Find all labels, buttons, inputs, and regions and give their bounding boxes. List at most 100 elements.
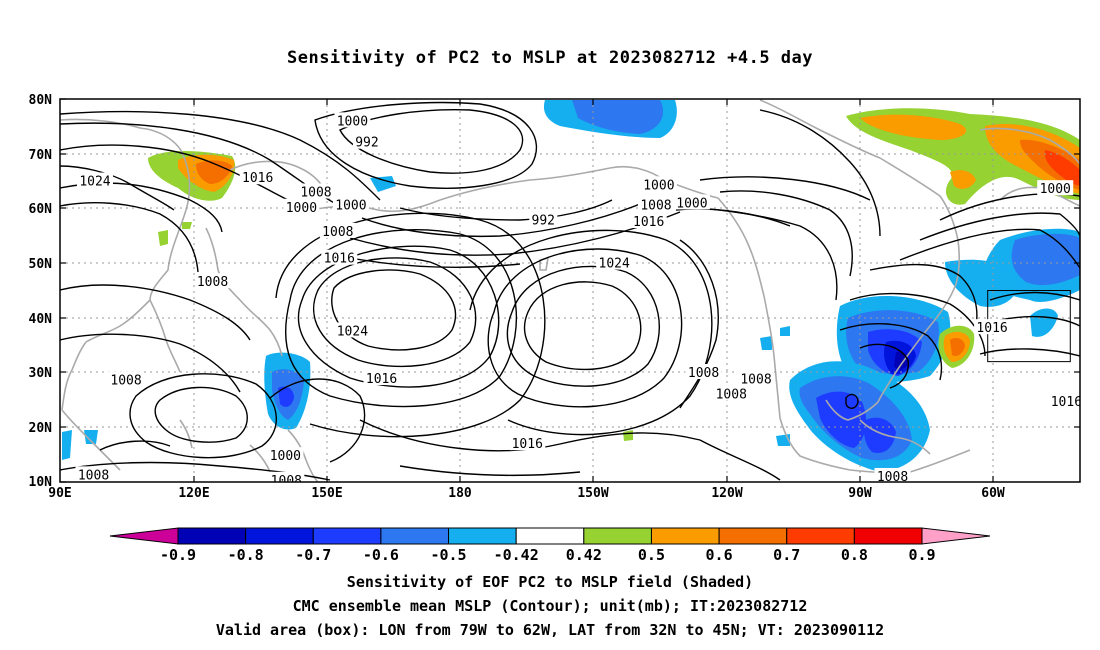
colorbar-label: -0.8 [228, 546, 264, 564]
colorbar-label: 0.5 [638, 546, 665, 564]
contour-label: 992 [352, 133, 381, 151]
colorbar-box [380, 527, 450, 545]
contour-label-bg [1048, 393, 1080, 409]
colorbar-label: -0.5 [430, 546, 466, 564]
contour-label: 1008 [268, 471, 305, 489]
contour-label-text: 1008 [322, 225, 353, 240]
colorbar-label: 0.9 [908, 546, 935, 564]
colorbar-label: -0.42 [494, 546, 539, 564]
lat-label: 60N [29, 202, 53, 217]
lon-label: 150E [311, 486, 342, 501]
contour-label: 1016 [974, 319, 1011, 336]
colorbar-max-arrow [921, 527, 991, 545]
lon-label: 120E [178, 486, 209, 501]
colorbar-labels: -0.9 -0.8 -0.7 -0.6 -0.5 -0.42 0.42 0.5 0.6 0.7 0.… [160, 546, 936, 564]
contour-label-text: 1008 [716, 387, 747, 402]
contour-label-text: 1016 [633, 215, 664, 230]
negative-sensitivity-area [780, 326, 790, 336]
map-gridlines [60, 99, 1080, 482]
lon-label: 150W [577, 486, 608, 501]
lon-label: 90E [48, 486, 71, 501]
contour-label-bg [194, 273, 231, 289]
contour-label-text: 1016 [324, 252, 355, 267]
contour-label-text: 1008 [78, 468, 109, 483]
lat-label: 80N [29, 93, 53, 108]
map-title: Sensitivity of PC2 to MSLP at 2023082712… [286, 48, 813, 68]
contour-label: 1008 [297, 183, 334, 200]
contour-label-bg [640, 176, 677, 192]
contour-label: 1008 [874, 467, 911, 482]
contour-label-bg [267, 447, 304, 463]
contour-label-bg [673, 194, 710, 210]
positive-sensitivity-area [950, 170, 976, 189]
colorbar-box [448, 527, 517, 545]
contour-label-text: 992 [532, 213, 555, 228]
contour-label: 1000 [640, 176, 677, 193]
contour-label: 1008 [108, 371, 145, 389]
contour-label: 1016 [1048, 393, 1080, 410]
footer-line-3: Valid area (box): LON from 79W to 62W, L… [215, 621, 885, 639]
contour-label: 1016 [321, 249, 358, 267]
lon-label: 120W [711, 486, 742, 501]
contour-label-text: 1024 [337, 324, 368, 339]
negative-sensitivity-area [62, 430, 72, 460]
colorbar-label: 0.7 [773, 546, 800, 564]
negative-sensitivity-area [816, 391, 867, 448]
lat-label: 10N [29, 475, 53, 490]
contour-label: 1000 [332, 196, 369, 214]
contour-label-bg [239, 169, 276, 185]
contour-label: 1024 [76, 172, 113, 190]
colorbar-box [515, 527, 585, 545]
contour-label: 1008 [738, 370, 775, 388]
colorbar-box [312, 527, 382, 545]
negative-sensitivity-area [760, 336, 772, 350]
lat-label: 70N [29, 148, 53, 163]
lon-label: 90W [848, 486, 872, 501]
contour-label-text: 1008 [271, 474, 302, 489]
contour-label-bg [685, 364, 722, 380]
contour-label: 1008 [713, 385, 750, 402]
contour-label-bg [509, 435, 546, 451]
contour-label-bg [974, 319, 1011, 335]
map-ticks [60, 98, 1080, 483]
contour-label-text: 1024 [79, 175, 110, 190]
colorbar-min-arrow [109, 527, 179, 545]
contour-label: 1016 [363, 370, 400, 387]
colorbar-label: -0.7 [295, 546, 331, 564]
colorbar-box [245, 527, 314, 545]
lat-label: 40N [29, 312, 53, 327]
contour-label-text: 1000 [335, 199, 366, 214]
contour-label: 1008 [319, 222, 356, 240]
map-frame [59, 98, 1081, 483]
contour-label-bg [1037, 180, 1074, 196]
contour-label-bg [297, 183, 334, 199]
colorbar-box [583, 527, 652, 545]
mslp-contours [60, 101, 1080, 481]
contour-label-text: 1008 [300, 185, 331, 200]
coastlines [60, 99, 1080, 482]
contour-label: 1016 [509, 435, 546, 452]
contour-label-bg [874, 467, 911, 482]
positive-sensitivity-area [158, 230, 168, 246]
contour-label-text: 1000 [676, 196, 707, 211]
colorbar-box [718, 527, 788, 545]
positive-sensitivity-area [623, 430, 633, 441]
lat-label: 20N [29, 421, 53, 436]
contour-label-text: 1008 [110, 374, 141, 389]
contour-label-text: 1016 [366, 372, 397, 387]
contour-label: 1000 [1037, 180, 1074, 197]
contour-label-text: 1000 [286, 201, 317, 216]
contour-label: 992 [529, 211, 558, 228]
contour-label: 1000 [267, 447, 304, 464]
contour-label-bg [332, 196, 369, 212]
contour-label-bg [283, 198, 320, 214]
contour-label: 1016 [630, 213, 667, 230]
contour-label-text: 1000 [643, 178, 674, 193]
negative-sensitivity-area [864, 417, 896, 454]
contour-label-text: 1024 [599, 257, 630, 272]
negative-sensitivity-area [1011, 233, 1080, 286]
contour-label-bg [321, 249, 358, 265]
contour-label: 1024 [334, 322, 371, 339]
